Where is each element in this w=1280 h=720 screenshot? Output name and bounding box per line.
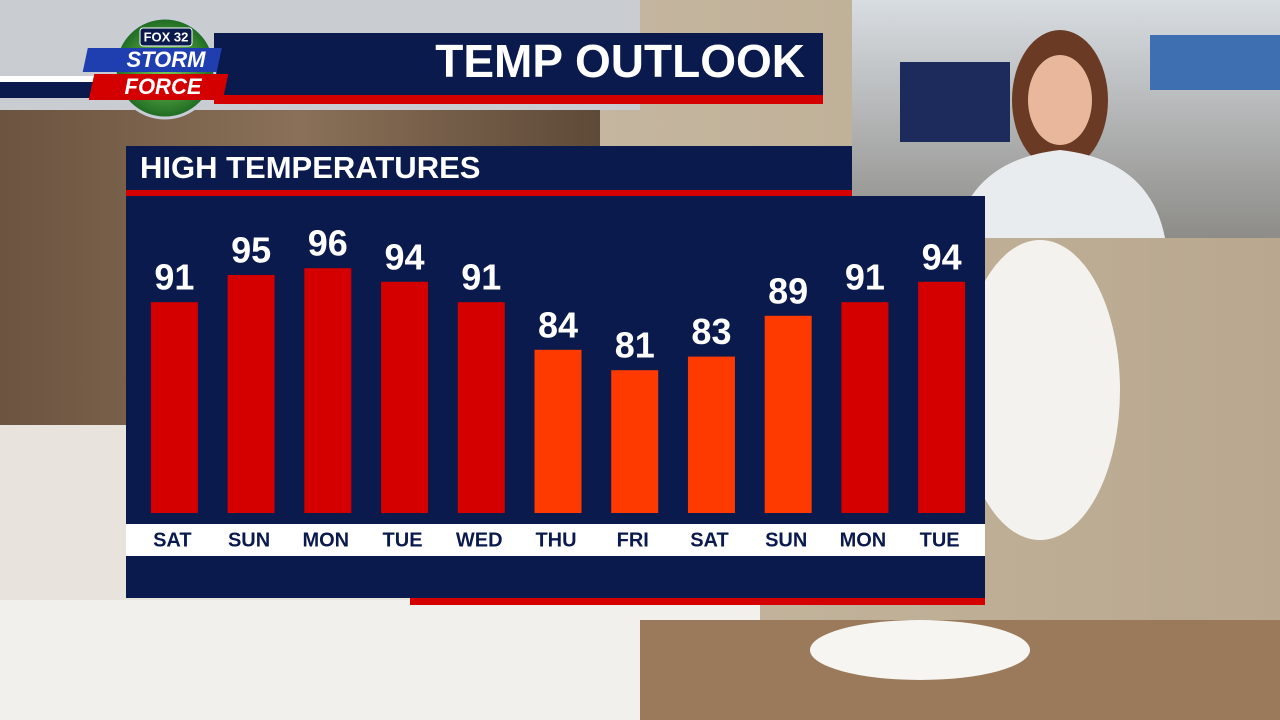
data-label: 94: [922, 236, 962, 277]
panel-bottom-line: [410, 598, 985, 605]
data-label: 83: [691, 311, 731, 352]
x-tick-label: TUE: [383, 529, 423, 551]
chart-title: HIGH TEMPERATURES: [140, 150, 480, 185]
x-tick-label: MON: [840, 529, 887, 551]
plot: SAT 91 SUN 95 MON 96 TUE 94 WED 91 THU 84 FRI 81 SAT 83…: [150, 223, 966, 551]
x-tick-label: THU: [535, 529, 576, 551]
title: TEMP OUTLOOK: [435, 35, 805, 87]
bar: [534, 349, 582, 513]
bar: [764, 315, 812, 513]
bar: [918, 281, 966, 513]
x-tick-label: SAT: [690, 529, 729, 551]
x-tick-label: SAT: [153, 529, 192, 551]
data-label: 96: [308, 223, 348, 264]
bar: [381, 281, 429, 513]
bar: [150, 302, 198, 513]
fan-base: [810, 620, 1030, 680]
data-label: 94: [385, 236, 425, 277]
logo-line1: STORM: [126, 47, 206, 72]
category-strip: [126, 524, 985, 556]
data-label: 89: [768, 270, 808, 311]
presenter-body: [955, 150, 1165, 238]
title-underline: [214, 95, 823, 104]
bar: [457, 302, 505, 513]
data-label: 84: [538, 304, 578, 345]
bar: [611, 370, 659, 513]
logo-top: FOX 32: [144, 29, 189, 44]
data-label: 95: [231, 230, 271, 271]
chart-header: [126, 146, 852, 190]
x-tick-label: MON: [302, 529, 349, 551]
logo-line2: FORCE: [125, 74, 203, 99]
studio-monitor: [900, 62, 1010, 142]
chart-header-line: [126, 190, 852, 196]
x-tick-label: TUE: [920, 529, 960, 551]
banner-stripe: [0, 76, 100, 82]
x-tick-label: SUN: [228, 529, 270, 551]
x-tick-label: FRI: [617, 529, 649, 551]
bar: [841, 302, 889, 513]
data-label: 91: [461, 257, 501, 298]
x-tick-label: SUN: [765, 529, 807, 551]
bar: [227, 275, 275, 513]
studio-screens: [1150, 35, 1280, 90]
x-tick-label: WED: [456, 529, 503, 551]
bar: [687, 356, 735, 513]
logo-badge: [139, 27, 193, 47]
logo-band: [88, 74, 229, 100]
logo-band: [82, 48, 222, 72]
data-label: 91: [154, 257, 194, 298]
bar: [304, 268, 352, 513]
title-banner: [214, 33, 823, 95]
bed-sheet: [0, 600, 760, 720]
data-label: 91: [845, 257, 885, 298]
data-label: 81: [615, 325, 655, 366]
presenter-face: [1028, 55, 1092, 145]
fan: [960, 240, 1120, 540]
banner-stripe: [0, 82, 100, 98]
